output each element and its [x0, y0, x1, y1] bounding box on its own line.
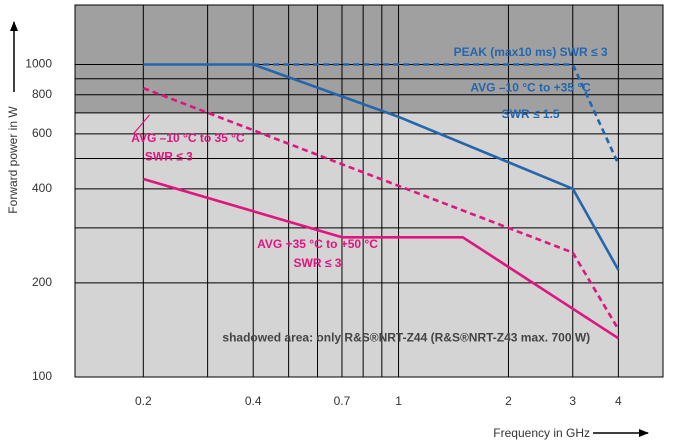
series-annotation: SWR ≤ 1.5 [502, 107, 560, 121]
y-axis-label: Forward power in W [6, 106, 20, 214]
series-line-3 [142, 177, 620, 340]
series-annotation: SWR ≤ 3 [145, 149, 193, 163]
plot-frame [74, 4, 664, 378]
y-tick-label: 200 [32, 275, 52, 289]
x-tick-label: 1 [395, 394, 402, 408]
x-tick-label: 3 [569, 394, 576, 408]
series-annotation: PEAK (max10 ms) SWR ≤ 3 [454, 45, 608, 59]
series-line-1 [253, 63, 620, 165]
series-annotation: AVG –10 °C to 35 °C [131, 131, 245, 145]
y-tick-label: 800 [32, 87, 52, 101]
x-tick-label: 4 [615, 394, 622, 408]
x-axis-label: Frequency in GHz [493, 426, 590, 440]
y-tick-label: 600 [32, 126, 52, 140]
annotation-leader [133, 114, 150, 135]
x-tick-label: 0.2 [135, 394, 152, 408]
x-tick-label: 2 [505, 394, 512, 408]
x-tick-label: 0.7 [334, 394, 351, 408]
shaded-area-note: shadowed area: only R&S®NRT-Z44 (R&S®NRT… [222, 330, 590, 344]
y-tick-label: 100 [32, 369, 52, 383]
y-tick-label: 1000 [25, 57, 52, 71]
series-annotation: SWR ≤ 3 [294, 256, 342, 270]
y-tick-label: 400 [32, 181, 52, 195]
series-annotation: AVG +35 °C to +50 °C [257, 237, 378, 251]
series-annotation: AVG –10 °C to +35 °C [470, 80, 591, 94]
x-tick-label: 0.4 [245, 394, 262, 408]
series-line-0 [143, 63, 620, 271]
series-line-2 [142, 86, 620, 331]
